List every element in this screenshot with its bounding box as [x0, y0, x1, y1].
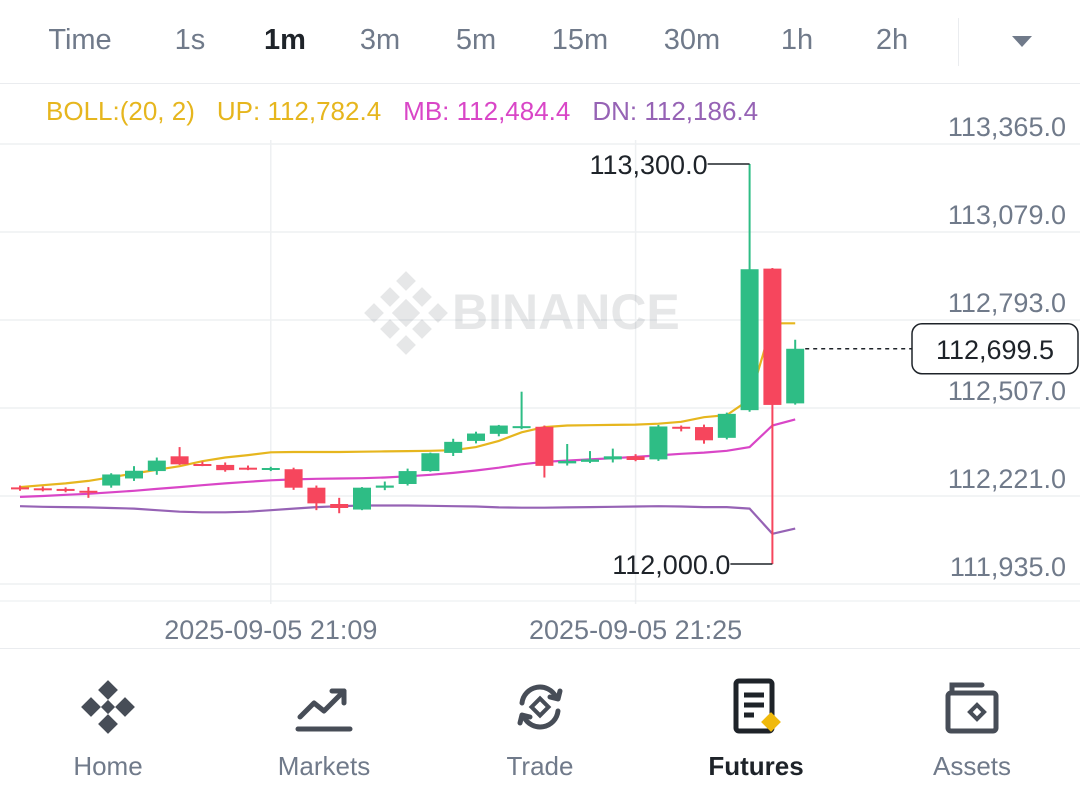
- candle-body: [626, 456, 645, 460]
- candle-body: [649, 426, 668, 460]
- timeframe-bar: Time 1s 1m 3m 5m 15m 30m 1h 2h: [0, 0, 1080, 84]
- price-axis-tick-label: 112,793.0: [948, 288, 1066, 318]
- candle-body: [763, 268, 782, 405]
- candle-body: [216, 464, 235, 471]
- candle-body: [330, 504, 349, 508]
- binance-logo-icon: [81, 680, 135, 734]
- nav-assets-label: Assets: [932, 751, 1012, 781]
- candle-body: [239, 467, 257, 470]
- boll-dn-value: DN: 112,186.4: [592, 96, 759, 126]
- timeframe-1h[interactable]: 1h: [780, 24, 814, 56]
- price-axis-tick-label: 113,079.0: [948, 200, 1066, 230]
- high-price-label: 113,300.0: [589, 150, 707, 180]
- candle-body: [79, 490, 98, 493]
- candle-body: [353, 487, 371, 510]
- nav-futures[interactable]: Futures: [648, 649, 864, 789]
- nav-futures-label: Futures: [708, 751, 804, 781]
- binance-watermark-text: BINANCE: [452, 284, 680, 340]
- time-axis-label: 2025-09-05 21:09: [164, 615, 377, 645]
- candle-body: [581, 459, 599, 462]
- candle-body: [535, 426, 554, 466]
- candle-body: [375, 485, 394, 488]
- timeframe-divider: [958, 18, 959, 66]
- nav-home-label: Home: [73, 751, 143, 781]
- candle-body: [558, 460, 577, 464]
- price-axis-tick-label: 112,507.0: [948, 376, 1066, 406]
- candle-body: [147, 460, 166, 472]
- last-price-label: 112,699.5: [936, 335, 1054, 365]
- candle-body: [56, 488, 75, 491]
- candle-body: [170, 456, 189, 465]
- price-axis-tick-label: 112,221.0: [948, 464, 1066, 494]
- timeframe-15m[interactable]: 15m: [551, 24, 609, 56]
- timeframe-time[interactable]: Time: [48, 24, 112, 56]
- candle-body: [102, 474, 121, 486]
- bottom-nav: Home Markets Trade Futures: [0, 648, 1080, 788]
- candle-body: [125, 470, 143, 479]
- price-axis-tick-label: 113,365.0: [948, 112, 1066, 142]
- candle-body: [786, 348, 805, 404]
- timeframe-5m[interactable]: 5m: [455, 24, 497, 56]
- candle-body: [284, 469, 303, 488]
- nav-trade[interactable]: Trade: [432, 649, 648, 789]
- candle-body: [467, 433, 485, 441]
- nav-markets-label: Markets: [277, 751, 371, 781]
- candle-body: [33, 488, 52, 491]
- nav-markets[interactable]: Markets: [216, 649, 432, 789]
- timeframe-30m[interactable]: 30m: [663, 24, 721, 56]
- futures-document-icon: [733, 678, 781, 734]
- candle-body: [444, 441, 463, 453]
- candle-body: [11, 487, 29, 490]
- chevron-down-icon[interactable]: [1012, 36, 1032, 47]
- candle-body: [489, 425, 508, 434]
- candle-body: [603, 456, 622, 460]
- time-axis-label: 2025-09-05 21:25: [529, 615, 742, 645]
- boll-up-value: UP: 112,782.4: [216, 96, 382, 126]
- boll-name: BOLL:(20, 2): [46, 96, 195, 126]
- candle-body: [307, 487, 326, 504]
- candle-body: [193, 464, 212, 466]
- boll-legend: BOLL:(20, 2) UP: 112,782.4 MB: 112,484.4 DN…: [46, 96, 780, 127]
- timeframe-2h[interactable]: 2h: [875, 24, 909, 56]
- last-price-box: [911, 323, 1079, 375]
- nav-assets[interactable]: Assets: [864, 649, 1080, 789]
- low-price-label: 112,000.0: [612, 550, 730, 580]
- candlestick-chart[interactable]: BINANCE 113,300.0 112,000.0 113,365.0 113,07…: [0, 84, 1080, 648]
- candle-body: [695, 427, 713, 441]
- nav-trade-label: Trade: [506, 751, 574, 781]
- timeframe-1s[interactable]: 1s: [174, 24, 206, 56]
- candle-body: [512, 426, 531, 429]
- candle-body: [421, 453, 440, 472]
- boll-dn-line: [19, 504, 796, 536]
- candle-body: [672, 426, 691, 429]
- candle-body: [740, 269, 759, 411]
- wallet-icon: [945, 682, 999, 734]
- candle-body: [398, 471, 417, 484]
- candle-body: [261, 468, 280, 470]
- timeframe-1m[interactable]: 1m: [264, 24, 306, 56]
- trade-swap-icon: [517, 684, 563, 730]
- boll-mb-value: MB: 112,484.4: [403, 96, 571, 126]
- price-axis-tick-label: 111,935.0: [950, 552, 1066, 582]
- binance-watermark-icon: [364, 271, 448, 355]
- timeframe-3m[interactable]: 3m: [359, 24, 401, 56]
- nav-home[interactable]: Home: [0, 649, 216, 789]
- candle-body: [717, 413, 736, 438]
- chart-trend-icon: [295, 688, 353, 732]
